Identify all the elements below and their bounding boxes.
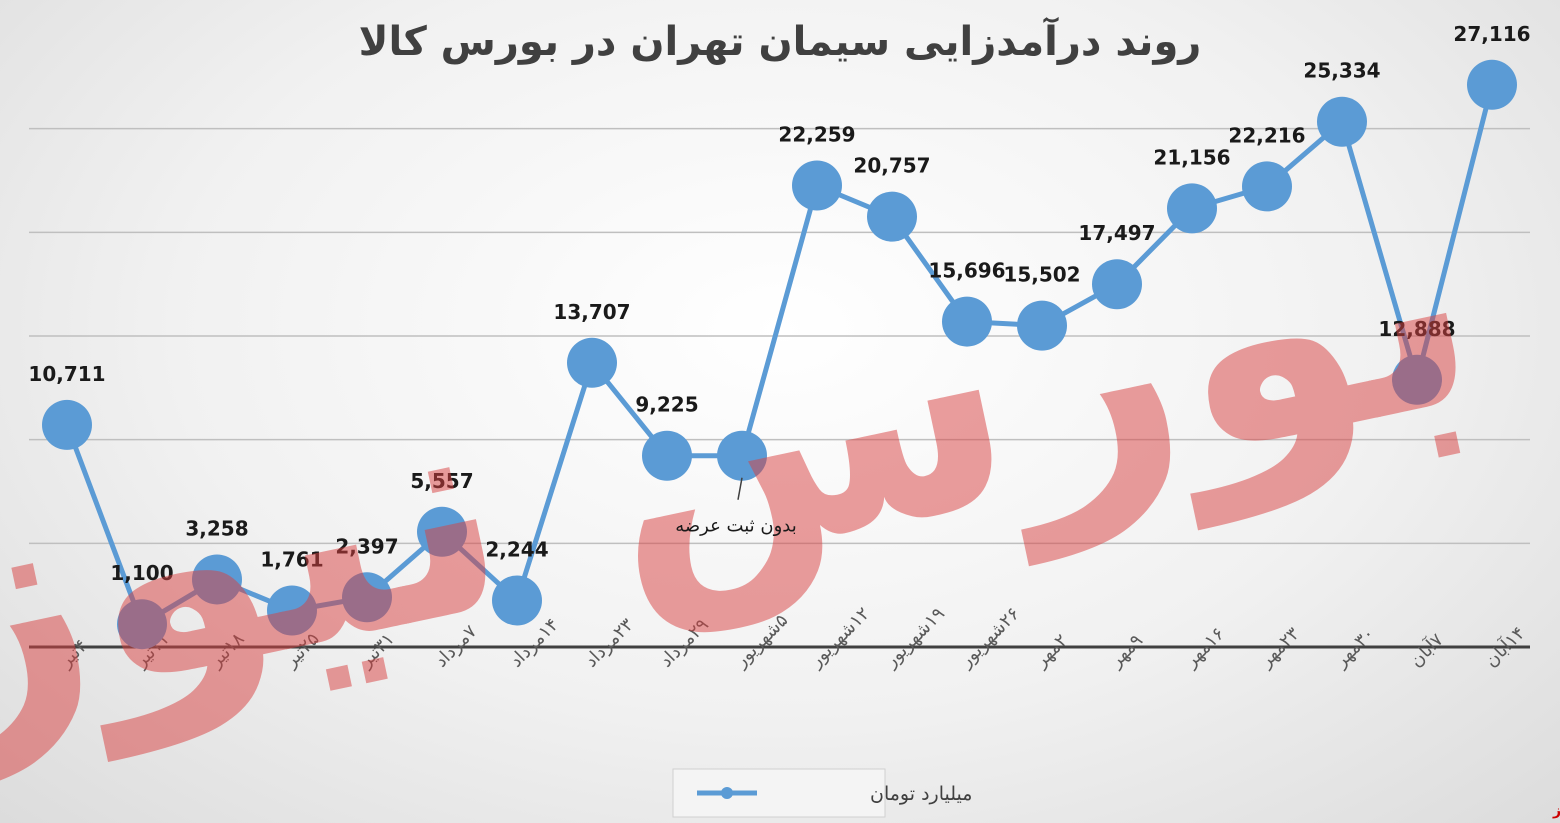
data-label: 3,258 <box>185 516 248 540</box>
data-point <box>417 506 467 557</box>
source-tag: بورس‌نیوز <box>1552 803 1560 819</box>
data-label: 15,696 <box>928 259 1005 283</box>
data-point <box>1242 161 1292 212</box>
data-point <box>792 160 842 211</box>
x-tick-label: ۲مهر <box>1030 630 1072 672</box>
data-label: 27,116 <box>1453 22 1530 46</box>
data-point <box>1092 259 1142 310</box>
x-tick-label: ۹مهر <box>1105 630 1147 672</box>
data-label: 25,334 <box>1303 59 1380 83</box>
data-point <box>42 399 92 450</box>
data-label: 1,100 <box>110 561 173 585</box>
legend: میلیارد تومان <box>672 768 972 818</box>
data-label: 10,711 <box>28 362 105 386</box>
watermark-logo: بورس نیوز <box>0 122 1505 800</box>
data-point <box>492 575 542 626</box>
data-label: 17,497 <box>1078 221 1155 245</box>
data-point <box>1392 354 1442 405</box>
data-label: 5,557 <box>410 469 473 493</box>
annotation-leader <box>737 477 743 500</box>
x-tick-label: ۷آبان <box>1404 628 1448 672</box>
data-point <box>567 337 617 388</box>
data-label: 21,156 <box>1153 145 1230 169</box>
data-point <box>267 585 317 636</box>
data-label: 13,707 <box>553 300 630 324</box>
data-point <box>717 430 767 481</box>
data-point <box>1317 96 1367 147</box>
gridlines <box>29 127 1530 545</box>
data-label: 20,757 <box>853 154 930 178</box>
data-label: 22,259 <box>778 122 855 146</box>
x-tick-label: ۱۹شهریور <box>880 603 949 672</box>
data-label: 1,761 <box>260 547 323 571</box>
watermark-text: بورس نیوز <box>0 122 1505 800</box>
data-label: 2,244 <box>485 537 548 561</box>
data-point <box>117 599 167 650</box>
data-label: 15,502 <box>1003 263 1080 287</box>
data-point <box>642 430 692 481</box>
data-label: 9,225 <box>635 393 698 417</box>
data-label: 22,216 <box>1228 123 1305 147</box>
data-point <box>1467 59 1517 110</box>
data-label: 2,397 <box>335 534 398 558</box>
data-point <box>342 572 392 623</box>
data-point <box>867 191 917 242</box>
data-point <box>942 296 992 347</box>
data-point <box>1167 183 1217 234</box>
legend-marker-swatch <box>721 787 733 799</box>
x-tick-label: ۱۲شهریور <box>805 603 874 672</box>
data-labels: 10,711 1,100 3,258 1,761 2,397 5,557 2,244 13,7… <box>28 22 1530 585</box>
legend-series-label: میلیارد تومان <box>870 783 972 805</box>
data-point <box>1017 300 1067 351</box>
x-tick-label: ۲۶شهریور <box>955 603 1024 672</box>
chart-title: روند درآمدزایی سیمان تهران در بورس کالا <box>359 16 1202 65</box>
series-layer <box>42 59 1517 650</box>
data-label: 12,888 <box>1378 317 1455 341</box>
data-point <box>192 554 242 605</box>
annotation-text: بدون ثبت عرضه <box>675 516 797 537</box>
annotations: بدون ثبت عرضه <box>675 477 797 537</box>
